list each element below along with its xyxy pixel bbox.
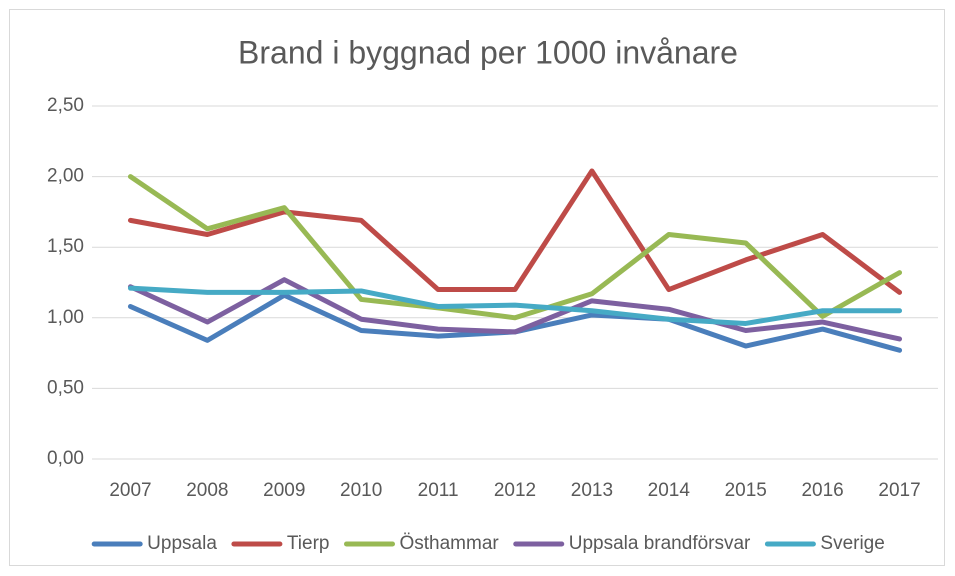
y-tick-label: 1,00: [47, 307, 84, 328]
y-tick-label: 1,50: [47, 236, 84, 257]
y-tick-label: 2,00: [47, 166, 84, 187]
x-tick-label: 2015: [725, 480, 767, 501]
x-tick-label: 2016: [801, 480, 843, 501]
x-tick-label: 2008: [186, 480, 228, 501]
legend-label: Tierp: [287, 533, 330, 554]
legend-label: Sverige: [820, 533, 884, 554]
chart-title: Brand i byggnad per 1000 invånare: [238, 34, 738, 70]
x-tick-label: 2017: [878, 480, 920, 501]
x-tick-label: 2007: [109, 480, 151, 501]
data-line: [127, 168, 903, 295]
x-tick-label: 2013: [571, 480, 613, 501]
data-line: [127, 285, 903, 326]
x-tick-label: 2010: [340, 480, 382, 501]
data-line: [127, 174, 903, 321]
x-tick-label: 2009: [263, 480, 305, 501]
legend-label: Uppsala: [147, 533, 217, 554]
x-tick-label: 2012: [494, 480, 536, 501]
legend-label: Uppsala brandförsvar: [569, 533, 751, 554]
x-tick-label: 2014: [648, 480, 691, 501]
legend-label: Östhammar: [399, 533, 499, 554]
x-tick-label: 2011: [418, 480, 459, 501]
y-tick-label: 0,00: [47, 448, 84, 469]
y-tick-label: 2,50: [47, 95, 84, 116]
y-tick-label: 0,50: [47, 377, 84, 398]
